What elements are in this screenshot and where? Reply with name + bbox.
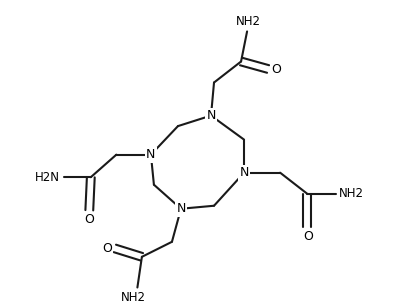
Text: O: O	[271, 63, 281, 75]
Text: NH2: NH2	[339, 187, 364, 200]
Text: H2N: H2N	[35, 171, 60, 184]
Text: N: N	[146, 148, 156, 161]
Text: O: O	[303, 230, 313, 243]
Text: N: N	[176, 202, 186, 215]
Text: NH2: NH2	[236, 15, 261, 28]
Text: O: O	[84, 213, 94, 226]
Text: N: N	[240, 166, 249, 179]
Text: O: O	[102, 242, 112, 255]
Text: NH2: NH2	[120, 291, 145, 304]
Text: N: N	[206, 109, 216, 122]
